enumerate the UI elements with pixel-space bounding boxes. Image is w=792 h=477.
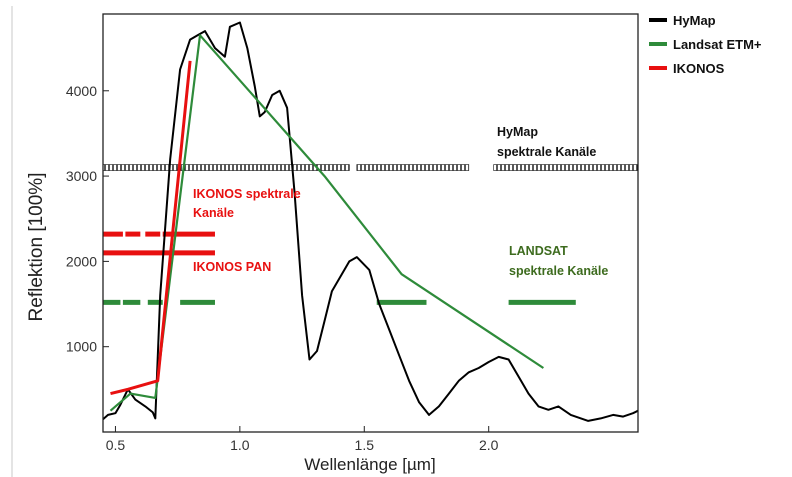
anno-ikonos-bands-1: IKONOS spektrale (193, 187, 301, 201)
series-line-ikonos (110, 60, 192, 396)
y-tick-label: 1000 (66, 339, 97, 355)
x-tick-label: 1.5 (355, 437, 375, 453)
hymap-band-segment (493, 164, 639, 171)
anno-hymap-2: spektrale Kanäle (497, 145, 596, 159)
legend-label: IKONOS (673, 61, 725, 76)
legend-label: Landsat ETM+ (673, 37, 762, 52)
x-tick-labels: 0.5 1.0 1.5 2.0 (106, 426, 499, 453)
series-line-landsat-etm- (109, 34, 545, 412)
anno-ikonos-pan: IKONOS PAN (193, 260, 271, 274)
hymap-band-segment (356, 164, 470, 171)
legend: HyMap Landsat ETM+ IKONOS (649, 13, 762, 76)
plot-frame (102, 13, 639, 433)
y-tick-label: 2000 (66, 253, 97, 269)
y-tick-label: 4000 (66, 83, 97, 99)
x-tick-label: 0.5 (106, 437, 126, 453)
series-line-hymap (102, 21, 639, 422)
anno-hymap-1: HyMap (497, 125, 538, 139)
y-tick-label: 3000 (66, 168, 97, 184)
y-tick-labels: 1000 2000 3000 4000 (66, 83, 109, 355)
x-tick-label: 1.0 (230, 437, 250, 453)
x-axis-label: Wellenlänge [µm] (304, 455, 435, 474)
spectral-band-bars (102, 164, 639, 305)
hymap-band-segment (102, 164, 350, 171)
anno-ikonos-bands-2: Kanäle (193, 206, 234, 220)
legend-label: HyMap (673, 13, 716, 28)
anno-landsat-2: spektrale Kanäle (509, 264, 608, 278)
series-lines (102, 21, 639, 422)
x-tick-label: 2.0 (479, 437, 499, 453)
anno-landsat-1: LANDSAT (509, 244, 568, 258)
y-axis-label: Reflektion [100%] (26, 173, 47, 322)
annotations: HyMap spektrale Kanäle IKONOS spektrale … (193, 125, 608, 278)
